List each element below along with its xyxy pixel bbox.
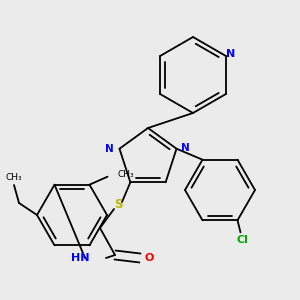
Text: O: O (144, 253, 154, 263)
Text: S: S (114, 199, 122, 212)
Text: Cl: Cl (237, 235, 248, 245)
Text: CH₃: CH₃ (6, 172, 22, 182)
Text: N: N (105, 144, 114, 154)
Text: N: N (226, 49, 236, 59)
Text: N: N (181, 143, 190, 153)
Text: HN: HN (71, 253, 90, 263)
Text: CH₃: CH₃ (118, 170, 134, 179)
